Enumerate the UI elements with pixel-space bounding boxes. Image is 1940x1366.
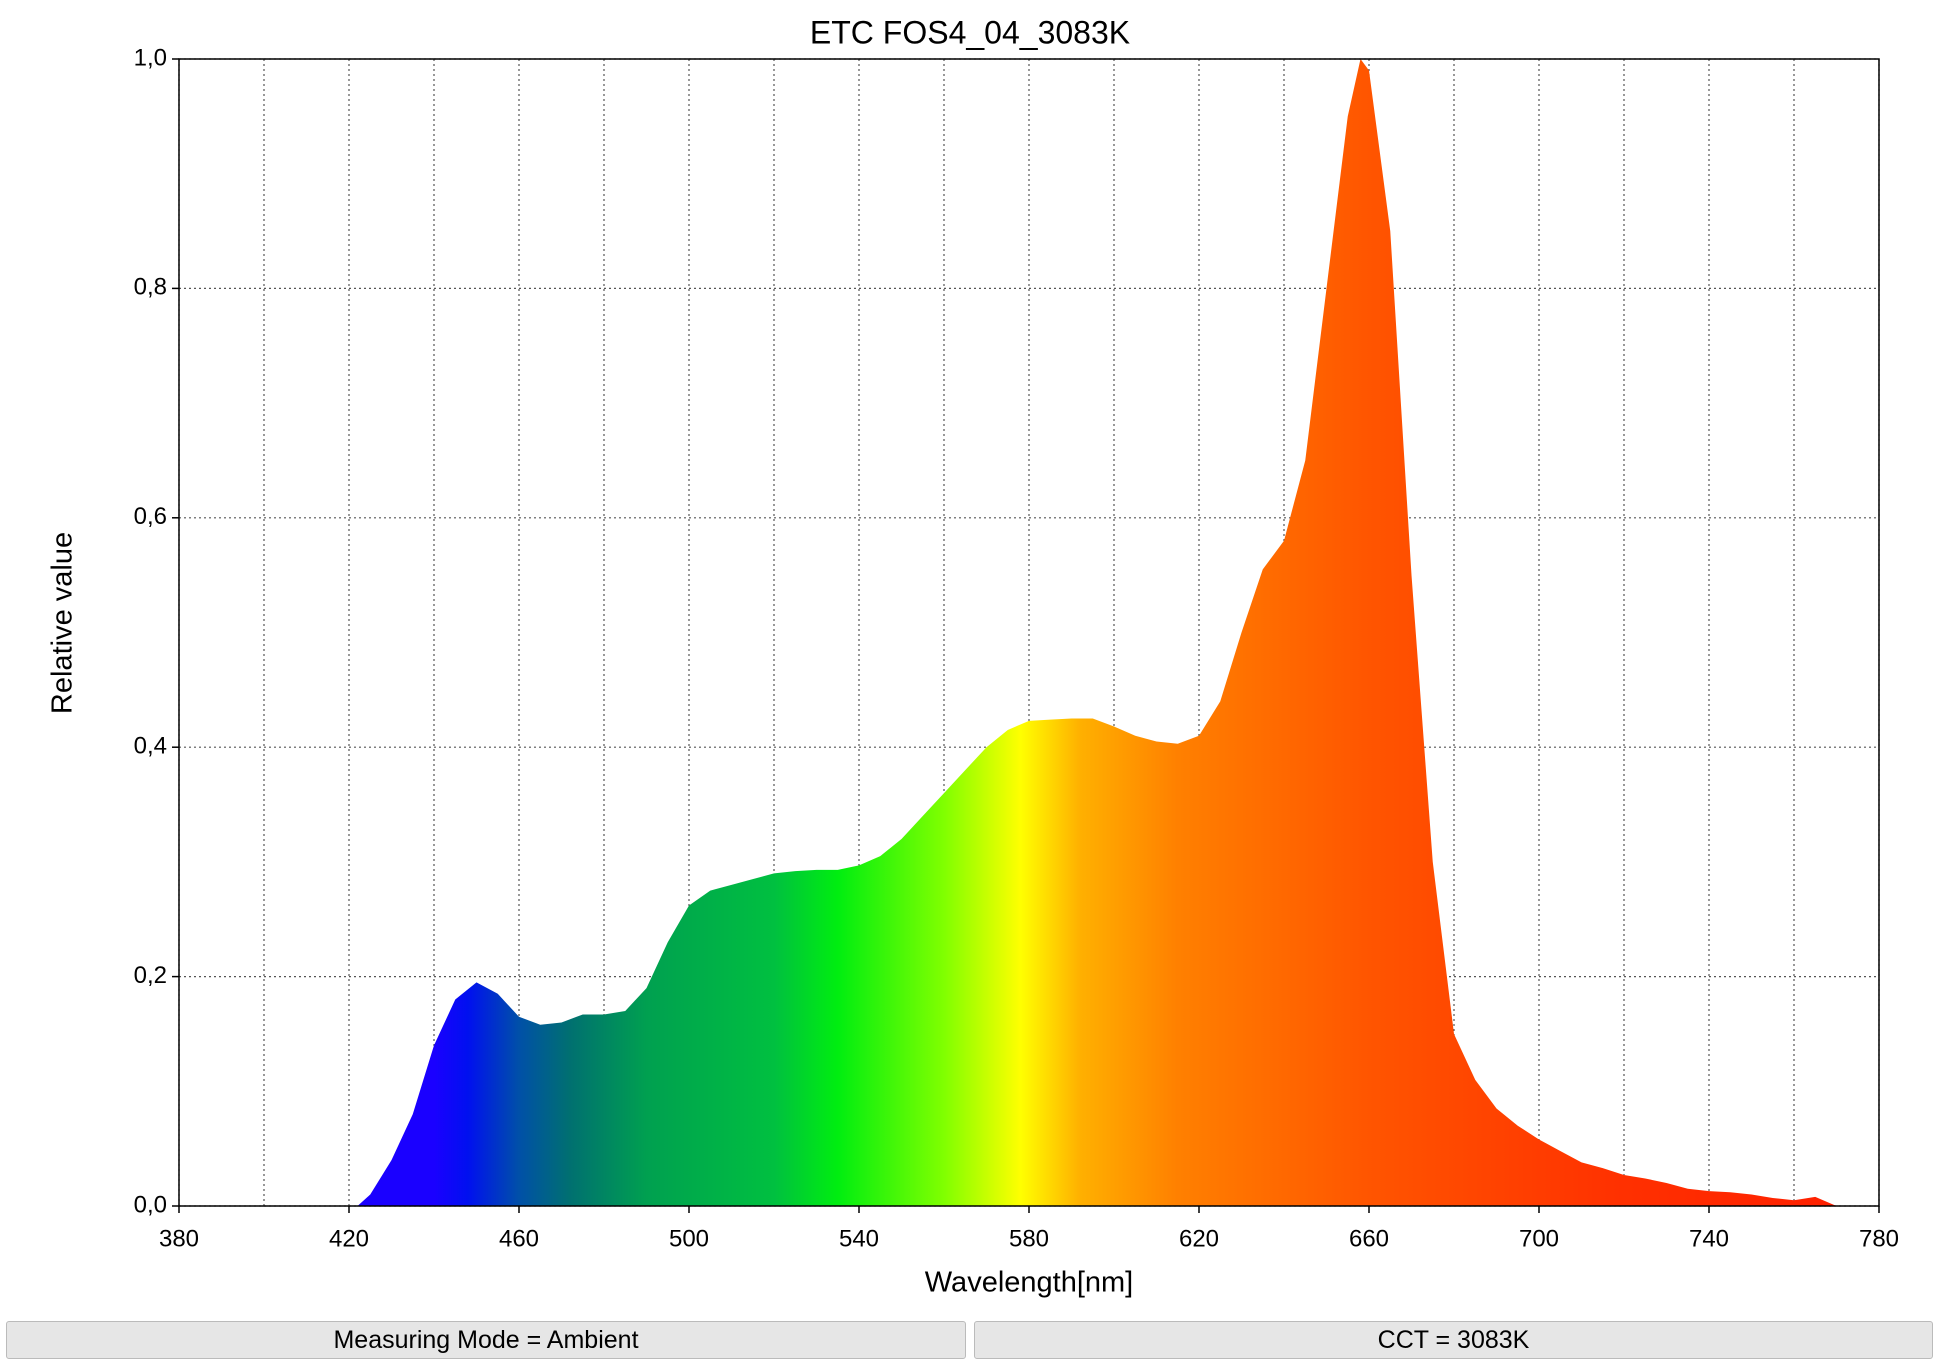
y-tick-label: 0,4 <box>134 733 167 760</box>
spectrum-area <box>357 59 1837 1206</box>
y-tick-label: 0,0 <box>134 1191 167 1218</box>
x-tick-label: 580 <box>1009 1225 1049 1252</box>
x-tick-label: 420 <box>329 1225 369 1252</box>
x-tick-label: 740 <box>1689 1225 1729 1252</box>
x-tick-label: 540 <box>839 1225 879 1252</box>
chart: ETC FOS4_04_3083K Wavelength[nm] Relativ… <box>47 14 1899 1299</box>
status-button[interactable]: Measuring Mode = Ambient <box>6 1321 966 1359</box>
y-axis-label: Relative value <box>47 532 79 714</box>
plot-frame <box>178 58 1880 1207</box>
chart-title: ETC FOS4_04_3083K <box>810 14 1130 50</box>
y-tick-label: 1,0 <box>134 44 167 71</box>
x-tick-label: 660 <box>1349 1225 1389 1252</box>
x-tick-label: 700 <box>1519 1225 1559 1252</box>
x-axis-label: Wavelength[nm] <box>925 1267 1133 1299</box>
x-tick-label: 780 <box>1859 1225 1899 1252</box>
x-tick-label: 620 <box>1179 1225 1219 1252</box>
x-tick-label: 380 <box>159 1225 199 1252</box>
y-tick-label: 0,8 <box>134 274 167 301</box>
y-tick-label: 0,2 <box>134 962 167 989</box>
y-tick-label: 0,6 <box>134 503 167 530</box>
x-tick-label: 500 <box>669 1225 709 1252</box>
status-button[interactable]: CCT = 3083K <box>974 1321 1933 1359</box>
x-tick-label: 460 <box>499 1225 539 1252</box>
